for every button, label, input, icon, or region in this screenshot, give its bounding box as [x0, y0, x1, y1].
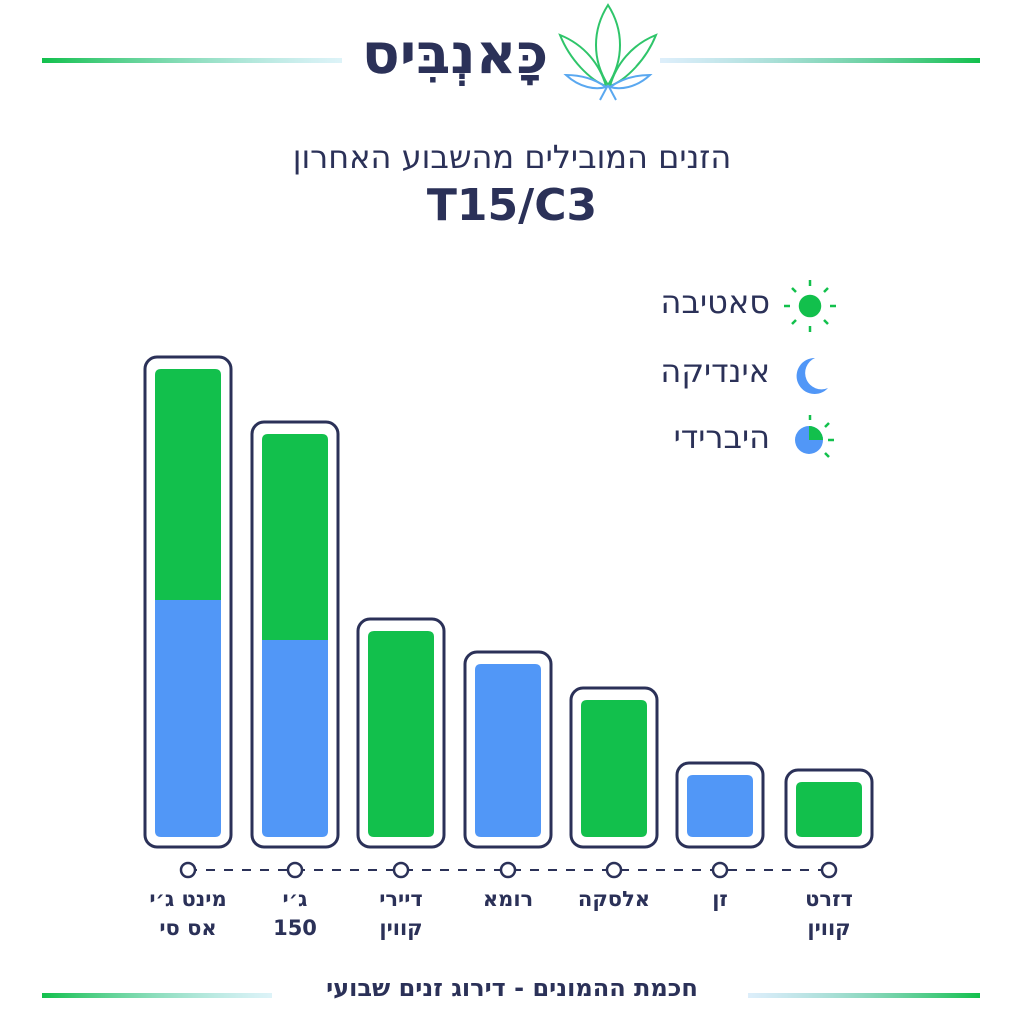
- bar-frame: [675, 761, 765, 849]
- legend-label: סאטיבה: [660, 283, 770, 321]
- bar-segment: [687, 775, 753, 837]
- x-tick-label: זן: [712, 887, 728, 911]
- x-tick-label: דזרט קווין: [805, 887, 853, 940]
- bar-segment: [796, 782, 862, 837]
- bar-segment: [581, 700, 647, 837]
- bar-segment: [155, 369, 221, 600]
- header-rule: [42, 58, 342, 63]
- x-tick-label: אלסקה: [577, 887, 651, 911]
- category-dot: [286, 861, 304, 879]
- moon-icon: [796, 357, 828, 394]
- bar-segment: [262, 434, 328, 640]
- title: הזנים המובילים מהשבוע האחרון: [292, 138, 732, 176]
- bar-segment: [368, 631, 434, 837]
- x-tick-label: ג׳י 150: [273, 887, 317, 940]
- bar-frame: [569, 686, 659, 849]
- category-dot: [605, 861, 623, 879]
- category-dot: [179, 861, 197, 879]
- sun-icon: [784, 280, 836, 332]
- category-dot: [499, 861, 517, 879]
- legend-label: היברידי: [673, 418, 770, 456]
- bar-frame: [784, 768, 874, 849]
- category-dot: [711, 861, 729, 879]
- hybrid-icon: [795, 415, 834, 458]
- x-tick-label: רומא: [482, 887, 534, 911]
- footer: חכמת ההמונים - דירוג זנים שבועי: [326, 974, 698, 1002]
- category-dot: [820, 861, 838, 879]
- footer-rule: [748, 993, 980, 998]
- bar-frame: [250, 420, 340, 849]
- bar-frame: [143, 355, 233, 849]
- logo-text: כָּאנְבִּיס: [361, 22, 549, 87]
- bar-segment: [475, 664, 541, 837]
- legend-label: אינדיקה: [660, 352, 770, 390]
- x-tick-label: מינט ג׳י אס סי: [149, 887, 227, 940]
- bar-frame: [356, 617, 446, 849]
- header-rule: [660, 58, 980, 63]
- x-tick-label: דיירי קווין: [379, 887, 423, 940]
- bar-frame: [463, 650, 553, 849]
- subtitle: T15/C3: [426, 180, 598, 231]
- bar-segment: [155, 600, 221, 837]
- logo-leaf: [558, 3, 658, 101]
- bar-segment: [262, 640, 328, 837]
- category-dot: [392, 861, 410, 879]
- footer-rule: [42, 993, 272, 998]
